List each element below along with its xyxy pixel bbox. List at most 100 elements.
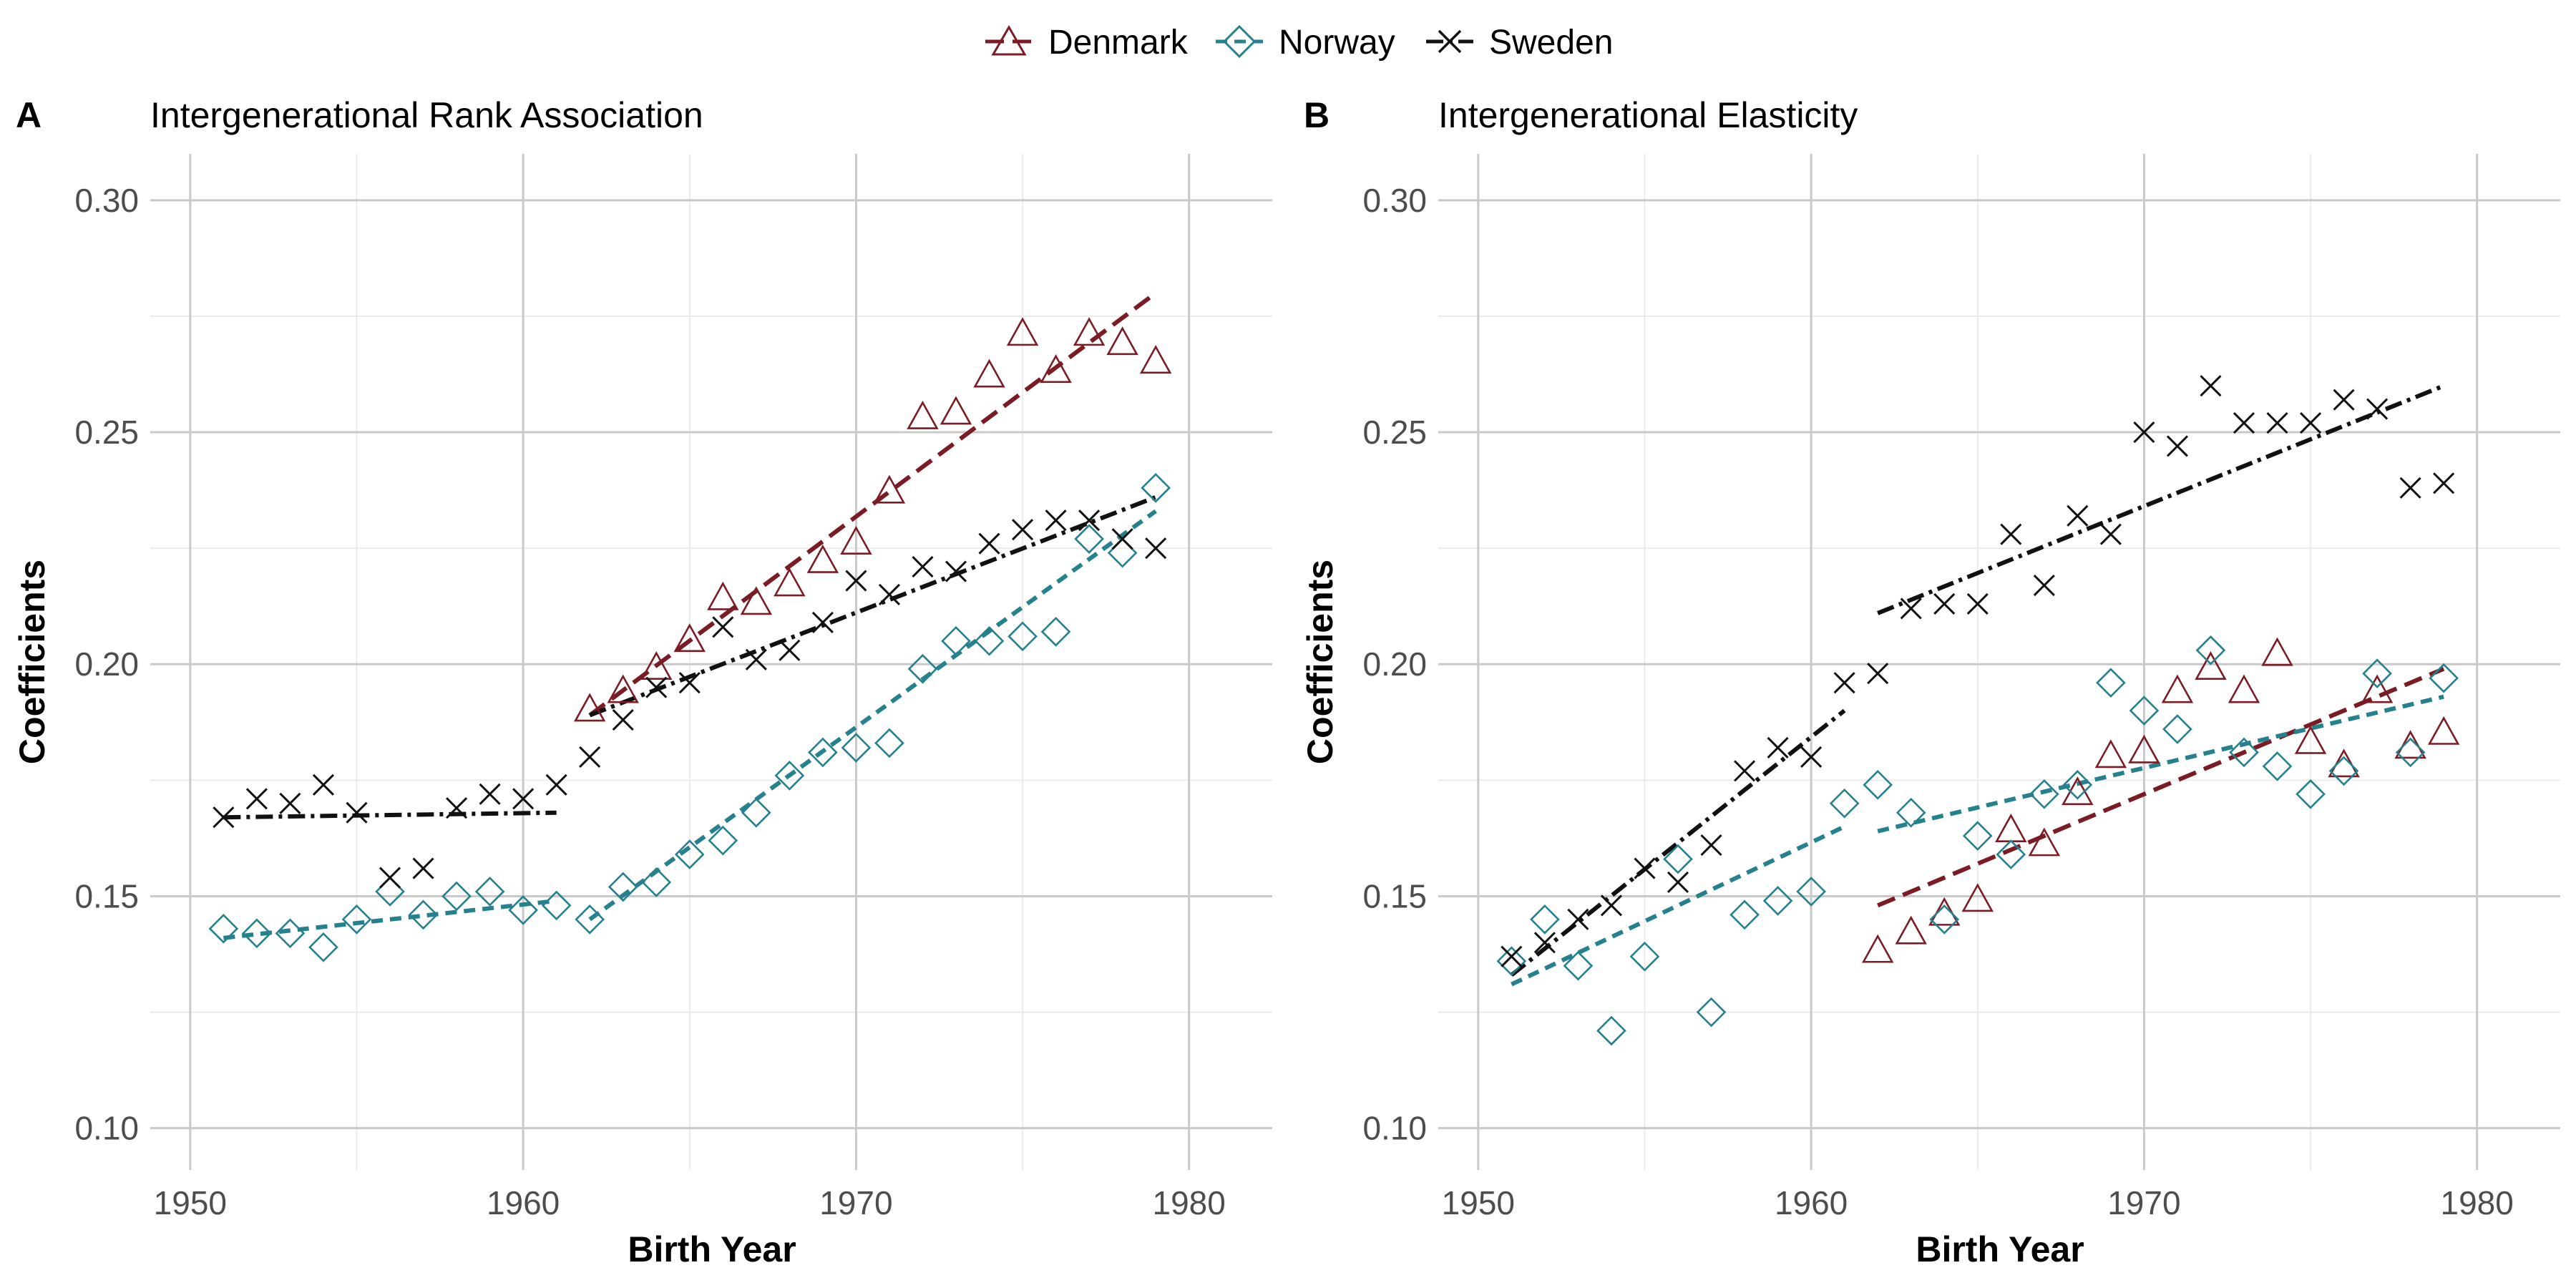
panel-b-norway-fit-line [1877,694,2444,834]
panel-a-denmark-point [707,581,739,610]
panel-a-y-tick-label: 0.25 [74,414,139,451]
panel-b-sweden-point [1667,871,1689,894]
panel-a-norway-point [974,625,1005,656]
panel-a-sweden-point [579,746,601,768]
panel-b-norway-point [2229,737,2259,768]
panel-a-norway-point [608,872,638,902]
panel-b-sweden-point [1533,932,1556,954]
panel-b-sweden-point [2333,389,2355,411]
panel-a-sweden-point [712,616,734,638]
panel-b-denmark-point [2094,739,2127,769]
panel-a-sweden-point [312,774,335,796]
panel-b-sweden-point [1600,894,1623,917]
panel-a-sweden-point [512,788,535,810]
panel-a-denmark-point [740,586,773,615]
panel-b-sweden-point [1634,857,1656,879]
panel-b-norway-point [2062,769,2093,800]
panel-b-norway-point [2195,635,2226,665]
panel-a-norway-point [308,932,338,962]
panel-a-sweden-point [612,708,634,731]
panel-a-norway-point [341,904,372,935]
panel-b-norway-point [2362,658,2392,689]
legend-label-denmark: Denmark [1048,24,1189,62]
panel-b-denmark-point [2128,734,2160,763]
panel-b-denmark-point [2028,827,2061,857]
panel-b-grid [1438,154,2560,1170]
panel-a-norway-point [1074,524,1104,555]
panel-b-denmark-point [2228,674,2260,703]
panel-b: B Intergenerational Elasticity 1950 1960 1… [1300,95,2560,1269]
panel-a: A Intergenerational Rank Association 195… [12,95,1272,1269]
panel-a-sweden-point [912,556,934,578]
panel-a-x-axis-title: Birth Year [628,1229,796,1269]
panel-a-denmark-point [1006,317,1039,346]
panel-b-sweden-point [2033,574,2055,597]
panel-b-sweden-points [1501,375,2455,967]
panel-a-sweden-point [845,570,867,592]
panel-b-norway-point [2029,779,2059,809]
panel-a-norway-point [508,895,538,925]
panel-a-sweden-point [811,611,834,633]
legend: Denmark Norway Sweden [985,24,1613,62]
panel-a-norway-point [708,825,738,856]
panel-a-denmark-fits [588,291,1157,717]
panel-b-x-axis-title: Birth Year [1916,1229,2084,1269]
panel-b-norway-point [2429,663,2459,693]
panel-b-norway-point [1929,904,1960,935]
panel-b-norway-point [1596,1015,1626,1046]
panel-b-norway-fit-line [1511,824,1845,987]
panel-b-letter: B [1304,95,1330,135]
panel-a-norway-point [441,881,472,912]
panel-a-sweden-point [245,788,268,810]
panel-a-norway-points [208,473,1171,962]
panel-b-y-tick-label: 0.30 [1362,182,1427,219]
panel-b-denmark-point [2195,651,2227,680]
panel-b-sweden-point [2067,504,2089,527]
panel-b-y-tick-label: 0.25 [1362,414,1427,451]
panel-b-sweden-point [2266,412,2288,434]
legend-marker-denmark [991,25,1027,56]
panel-b-plot-area: 1950 1960 1970 1980 0.10 0.15 0.20 0.25 0.30 [1362,154,2560,1221]
panel-a-denmark-point [573,693,606,722]
panel-a-sweden-fit-line [589,495,1157,718]
panel-a-norway-point [541,890,572,921]
panel-a-sweden-point [545,774,567,796]
panel-b-y-tick-label: 0.10 [1362,1110,1427,1147]
panel-a-sweden-point [878,583,900,606]
panel-b-denmark-fits [1877,666,2445,908]
panel-b-sweden-point [1700,834,1722,857]
panel-b-denmark-point [2427,716,2460,745]
panel-a-sweden-point [1111,528,1133,550]
panel-b-x-tick-label: 1950 [1442,1184,1515,1221]
panel-a-norway-point [641,867,672,897]
panel-b-norway-point [1729,899,1760,930]
panel-a-denmark-fit-line [588,291,1157,717]
panel-b-norway-point [1663,844,1693,874]
panel-b-sweden-point [1733,760,1756,782]
panel-b-sweden-point [2133,421,2155,444]
panel-a-norway-point [774,761,805,791]
panel-a-sweden-fits [223,495,1157,820]
panel-a-sweden-point [1078,509,1101,532]
panel-a-sweden-point [213,806,235,829]
panel-a-y-tick-label: 0.15 [74,877,139,914]
panel-a-title: Intergenerational Rank Association [150,95,703,135]
legend-label-norway: Norway [1279,24,1395,62]
panel-b-y-axis-title: Coefficients [1300,560,1340,764]
panel-b-norway-point [1563,950,1594,981]
panel-b-sweden-point [2399,477,2421,499]
panel-a-norway-point [1008,621,1038,652]
panel-b-sweden-fit-line [1877,384,2445,615]
panel-a-sweden-point [479,783,501,805]
panel-a-sweden-point [645,676,668,698]
panel-a-y-tick-label: 0.20 [74,645,139,683]
panel-a-norway-point [674,839,705,869]
panel-a-grid [150,154,1272,1170]
panel-b-x-tick-label: 1960 [1775,1184,1848,1221]
panel-b-sweden-point [1900,597,1922,620]
panel-b-y-tick-label: 0.15 [1362,877,1427,914]
panel-b-sweden-point [1767,736,1789,759]
